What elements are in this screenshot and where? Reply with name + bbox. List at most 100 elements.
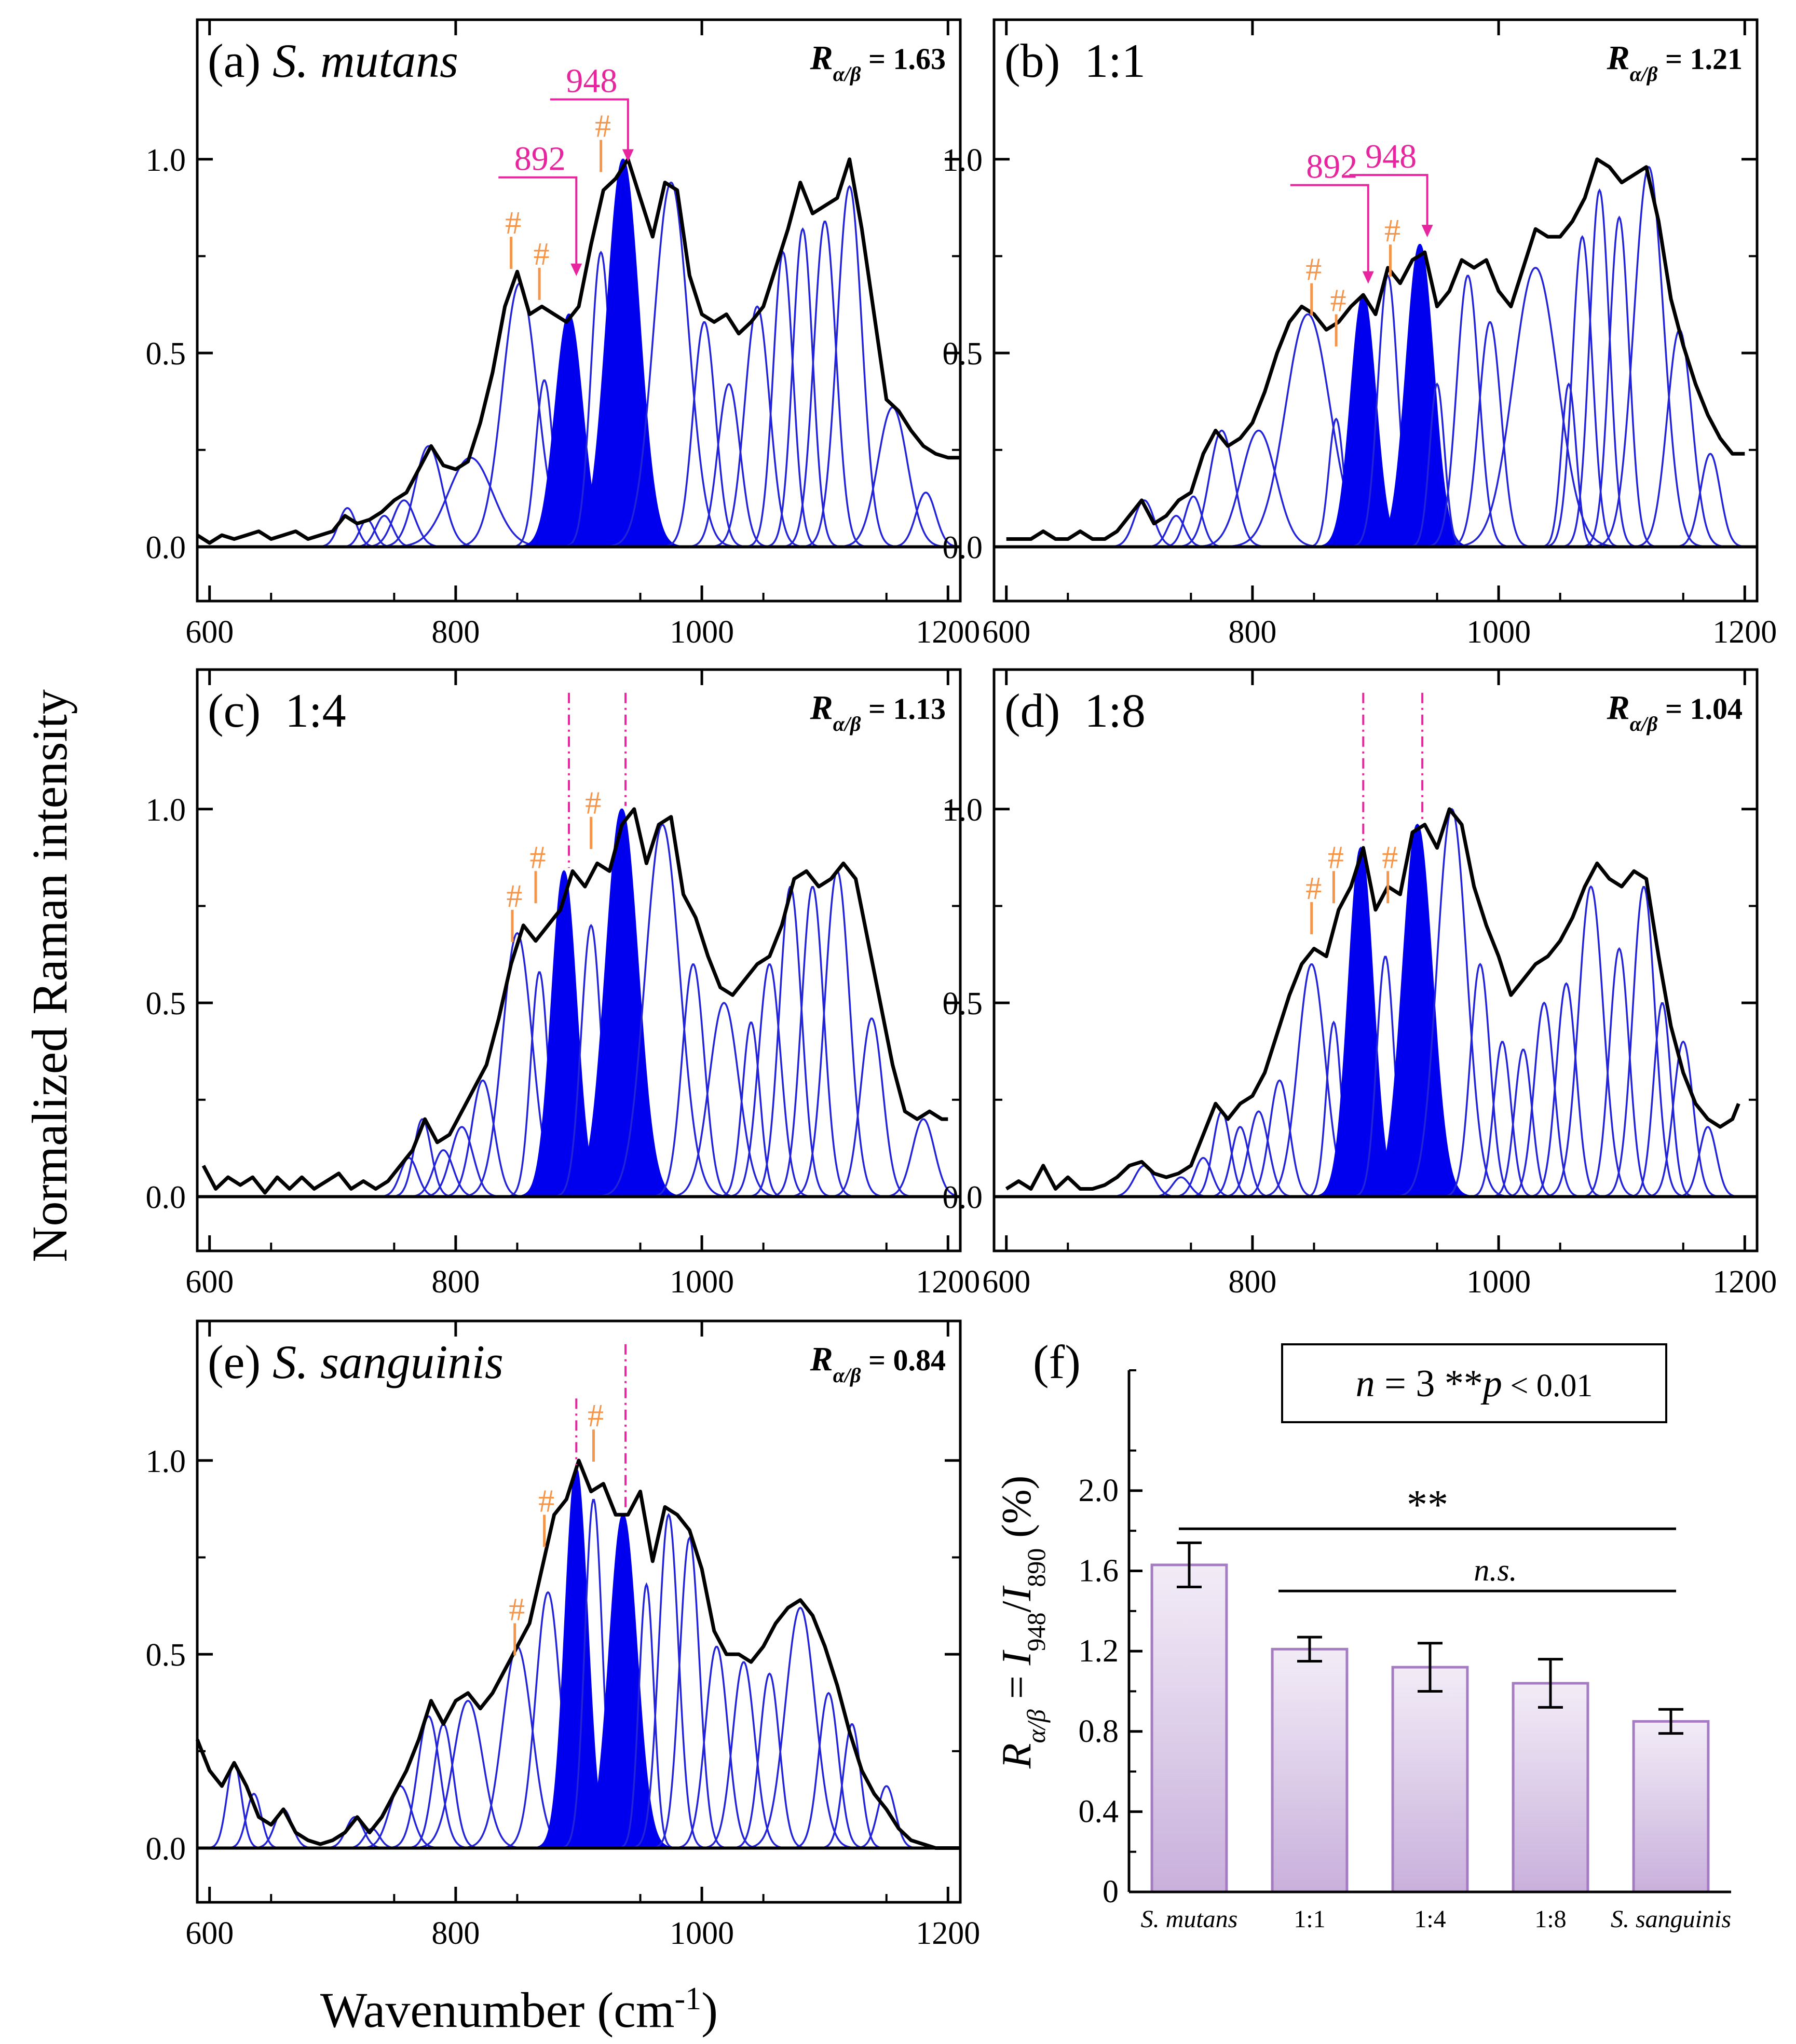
band-b-20 xyxy=(1675,453,1746,548)
band-d-19 xyxy=(1583,947,1655,1197)
band-e-6 xyxy=(388,1715,469,1849)
band-e-17 xyxy=(676,1645,757,1849)
f-ylabel: Rα/β = I948/I890 (%) xyxy=(994,1476,1051,1769)
hash-mark-a-1: # xyxy=(534,237,550,272)
panel-frame-d xyxy=(992,668,1759,1252)
hash-mark-e-0: # xyxy=(509,1592,525,1627)
x-tick-label-e-600: 600 xyxy=(185,1916,234,1951)
band-d-18 xyxy=(1546,885,1636,1197)
band-d-0 xyxy=(1108,1164,1180,1198)
panel-frame-e xyxy=(196,1319,962,1904)
band-c-4 xyxy=(443,1079,523,1197)
x-tick-label-a-800: 800 xyxy=(431,615,480,650)
y-tick-label-c-2: 1.0 xyxy=(146,793,186,828)
peak-arrow-line-b-1 xyxy=(1290,184,1369,275)
peak-arrow-line-a-0 xyxy=(550,98,629,153)
band-filled-c-9 xyxy=(563,808,681,1197)
panel-frame-c xyxy=(196,668,962,1252)
y-tick-label-b-1: 0.5 xyxy=(943,336,983,372)
peak-arrowhead-b-1 xyxy=(1362,271,1374,284)
x-tick-label-b-1200: 1200 xyxy=(1712,615,1777,650)
band-b-0 xyxy=(1109,499,1180,548)
y-tick-label-a-0: 0.0 xyxy=(146,530,186,565)
band-b-3 xyxy=(1177,429,1267,548)
band-e-5 xyxy=(360,1785,441,1849)
hash-mark-d-0: # xyxy=(1305,871,1322,906)
x-tick-label-a-1200: 1200 xyxy=(916,615,980,650)
hash-mark-e-2: # xyxy=(588,1398,604,1434)
band-b-12 xyxy=(1450,321,1530,548)
peak-arrowhead-b-0 xyxy=(1421,225,1433,238)
band-d-21 xyxy=(1631,1002,1694,1197)
x-tick-label-e-800: 800 xyxy=(431,1916,480,1951)
y-tick-label-e-0: 0.0 xyxy=(146,1831,186,1866)
bar-4 xyxy=(1632,1720,1710,1893)
x-tick-label-b-800: 800 xyxy=(1228,615,1276,650)
x-tick-label-c-1200: 1200 xyxy=(916,1264,980,1300)
x-tick-label-c-600: 600 xyxy=(185,1264,234,1300)
band-e-1 xyxy=(227,1792,281,1849)
band-a-18 xyxy=(805,185,894,548)
x-tick-label-d-1000: 1000 xyxy=(1466,1264,1531,1300)
band-d-23 xyxy=(1677,1126,1739,1198)
spectrum-line-a xyxy=(196,157,960,545)
band-d-14 xyxy=(1471,1041,1534,1197)
band-a-0 xyxy=(316,507,379,548)
band-a-19 xyxy=(839,406,946,548)
hash-mark-e-1: # xyxy=(538,1483,554,1519)
band-c-3 xyxy=(421,1126,502,1198)
peak-label-b-1: 892 xyxy=(1306,148,1357,186)
ratio-label-e: Rα/β = 0.84 xyxy=(810,1340,946,1387)
y-tick-label-b-0: 0.0 xyxy=(943,530,983,565)
significance-label-0: ** xyxy=(1407,1482,1448,1528)
band-d-5 xyxy=(1223,1110,1295,1197)
bar-3 xyxy=(1512,1682,1589,1893)
band-c-12 xyxy=(671,1002,778,1197)
ratio-label-d: Rα/β = 1.04 xyxy=(1607,689,1743,735)
band-e-18 xyxy=(703,1661,784,1849)
band-a-11 xyxy=(609,181,733,548)
band-c-13 xyxy=(719,1021,782,1197)
spectrum-line-b xyxy=(1006,157,1745,541)
band-d-20 xyxy=(1603,885,1684,1197)
figure-ylabel: Normalized Raman intensity xyxy=(22,689,77,1262)
band-d-2 xyxy=(1172,1157,1234,1198)
x-tick-label-e-1200: 1200 xyxy=(916,1916,980,1951)
hash-mark-a-2: # xyxy=(595,108,611,144)
x-tick-label-d-600: 600 xyxy=(982,1264,1030,1300)
hash-mark-b-1: # xyxy=(1330,283,1346,318)
band-d-4 xyxy=(1209,1126,1271,1198)
ratio-label-b: Rα/β = 1.21 xyxy=(1607,39,1743,86)
band-e-14 xyxy=(619,1582,674,1849)
band-e-3 xyxy=(323,1816,386,1849)
peak-arrowhead-a-0 xyxy=(622,149,634,162)
category-label-2: 1:4 xyxy=(1414,1905,1446,1933)
x-tick-label-c-800: 800 xyxy=(431,1264,480,1300)
category-label-0: S. mutans xyxy=(1141,1905,1238,1933)
hash-mark-c-0: # xyxy=(506,879,522,914)
band-b-18 xyxy=(1595,166,1703,548)
ratio-label-c: Rα/β = 1.13 xyxy=(810,689,946,735)
panel-label-c: (c) 1:4 xyxy=(208,684,346,737)
band-c-10 xyxy=(600,823,725,1197)
y-tick-label-b-2: 1.0 xyxy=(943,143,983,178)
band-d-3 xyxy=(1190,1110,1253,1197)
band-a-14 xyxy=(713,305,802,548)
band-d-12 xyxy=(1398,808,1505,1197)
panel-label-a: (a) S. mutans xyxy=(208,34,458,87)
panel-label-b: (b) 1:1 xyxy=(1004,34,1146,87)
band-a-17 xyxy=(785,221,865,548)
band-e-16 xyxy=(654,1536,726,1849)
f-y-tick-label-3: 1.2 xyxy=(1079,1633,1119,1669)
band-d-6 xyxy=(1244,1079,1315,1197)
f-y-tick-label-4: 1.6 xyxy=(1079,1554,1119,1589)
band-c-18 xyxy=(832,1017,912,1197)
hash-mark-c-1: # xyxy=(530,840,546,875)
significance-label-1: n.s. xyxy=(1474,1553,1517,1587)
band-d-16 xyxy=(1508,1001,1580,1197)
f-y-tick-label-2: 0.8 xyxy=(1079,1714,1119,1749)
x-tick-label-e-1000: 1000 xyxy=(670,1916,734,1951)
band-a-13 xyxy=(689,383,769,548)
hash-mark-a-0: # xyxy=(505,206,521,241)
